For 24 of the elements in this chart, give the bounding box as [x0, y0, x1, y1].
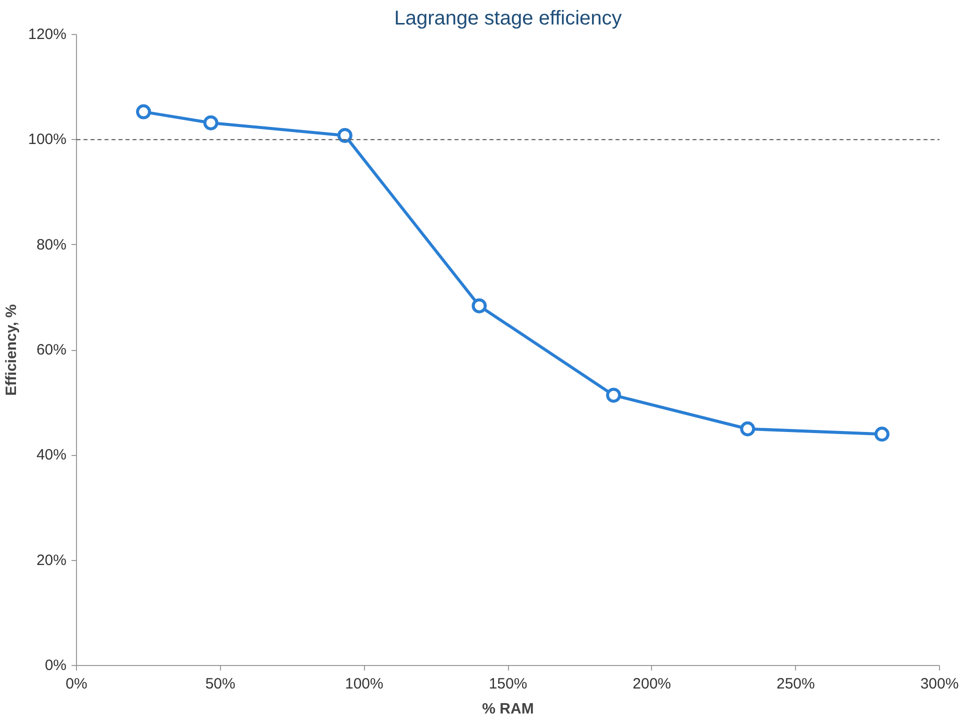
point	[740, 421, 756, 436]
point	[337, 128, 352, 143]
x-tick-label: 300%	[920, 676, 959, 692]
point	[472, 298, 487, 314]
x-tick-label: 150%	[488, 676, 528, 692]
point	[874, 426, 890, 442]
point	[606, 388, 622, 403]
point	[136, 104, 152, 120]
x-tick-label: 50%	[205, 676, 236, 692]
x-tick-label: 100%	[344, 676, 384, 692]
y-tick-label: 20%	[36, 552, 67, 569]
point	[203, 115, 218, 130]
x-tick-label: 200%	[632, 676, 672, 692]
chart-title: Lagrange stage efficiency	[394, 8, 622, 30]
x-tick-label: 0%	[66, 676, 88, 692]
y-tick-label: 120%	[28, 26, 67, 43]
y-tick-label: 0%	[44, 657, 67, 674]
y-tick-label: 40%	[36, 446, 67, 464]
y-tick-label: 80%	[36, 236, 67, 254]
y-tick-label: 60%	[36, 342, 67, 358]
x-axis-title: % RAM	[482, 700, 534, 718]
x-tick-label: 250%	[776, 676, 815, 692]
y-tick-label: 100%	[28, 131, 67, 148]
y-axis-title: Efficiency, %	[3, 304, 20, 396]
